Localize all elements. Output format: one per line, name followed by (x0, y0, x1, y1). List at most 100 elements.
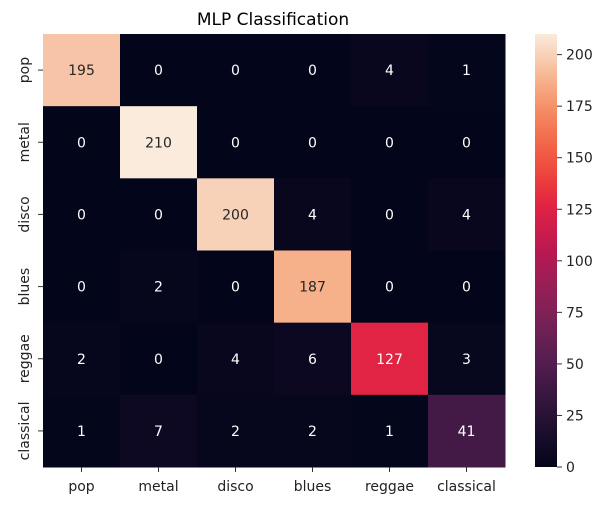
cell-value-label: 0 (308, 63, 317, 79)
cell-value-label: 4 (462, 207, 471, 223)
y-tick-label: reggae (17, 334, 33, 383)
heatmap-cell (120, 250, 198, 324)
colorbar-tick-label: 0 (566, 460, 575, 476)
y-tick-label: pop (17, 57, 33, 83)
y-tick-label: metal (17, 122, 33, 162)
heatmap-cell (43, 250, 121, 324)
x-tick-label: reggae (365, 479, 414, 495)
cell-value-label: 41 (458, 424, 476, 440)
heatmap-cell (351, 178, 429, 251)
heatmap-cell (120, 34, 198, 107)
chart-title: MLP Classification (197, 10, 349, 30)
heatmap-cell (274, 322, 352, 396)
heatmap-cell (197, 34, 275, 107)
colorbar-tick-label: 25 (566, 408, 584, 424)
colorbar-tick-label: 175 (566, 99, 593, 115)
heatmap-cell (428, 178, 506, 251)
x-tick-label: blues (294, 479, 332, 495)
colorbar-tick-label: 125 (566, 202, 593, 218)
heatmap-cell (43, 322, 121, 396)
cell-value-label: 0 (231, 63, 240, 79)
cell-value-label: 0 (77, 280, 86, 296)
colorbar-tick-label: 150 (566, 151, 593, 167)
heatmap-cell (428, 394, 506, 468)
cell-value-label: 0 (462, 280, 471, 296)
cell-value-label: 1 (77, 424, 86, 440)
heatmap-cell (428, 34, 506, 107)
y-tick-label: classical (17, 402, 33, 461)
heatmap-cell (351, 322, 429, 396)
cell-value-label: 2 (77, 352, 86, 368)
colorbar-tick-label: 75 (566, 305, 584, 321)
cell-value-label: 0 (462, 135, 471, 151)
heatmap-cell (43, 106, 121, 179)
heatmap-cell (197, 394, 275, 468)
cell-value-label: 0 (77, 207, 86, 223)
cell-value-label: 0 (77, 135, 86, 151)
heatmap-cell (274, 106, 352, 179)
heatmap-cell (351, 394, 429, 468)
cell-value-label: 0 (154, 352, 163, 368)
colorbar-tick-label: 100 (566, 254, 593, 270)
heatmap-cell (43, 178, 121, 251)
heatmap-cell (351, 34, 429, 107)
cell-value-label: 1 (462, 63, 471, 79)
heatmap-cell (274, 34, 352, 107)
cell-value-label: 4 (385, 63, 394, 79)
heatmap-cell (428, 106, 506, 179)
heatmap-cell (197, 106, 275, 179)
cell-value-label: 2 (308, 424, 317, 440)
x-tick-label: pop (68, 479, 94, 495)
cell-value-label: 0 (231, 280, 240, 296)
y-axis: pop metal disco blues reggae classical (17, 57, 43, 461)
heatmap-cell (120, 322, 198, 396)
cell-value-label: 3 (462, 352, 471, 368)
heatmap-cell (197, 178, 275, 251)
cell-value-label: 0 (154, 63, 163, 79)
cell-value-label: 7 (154, 424, 163, 440)
cell-value-label: 0 (154, 207, 163, 223)
heatmap-cell (120, 394, 198, 468)
cell-value-label: 4 (308, 207, 317, 223)
heatmap-cell (351, 106, 429, 179)
x-tick-label: disco (217, 479, 253, 495)
heatmap-cell (120, 106, 198, 179)
heatmap-cell (120, 178, 198, 251)
cell-value-label: 195 (68, 63, 95, 79)
x-tick-label: metal (138, 479, 178, 495)
heatmap-cell (428, 322, 506, 396)
heatmap-cell (43, 34, 121, 107)
cell-value-label: 0 (308, 135, 317, 151)
heatmap-cell (43, 394, 121, 468)
heatmap-cell (274, 394, 352, 468)
cell-value-label: 0 (385, 135, 394, 151)
cell-value-label: 0 (231, 135, 240, 151)
cell-value-label: 1 (385, 424, 394, 440)
cell-value-label: 6 (308, 352, 317, 368)
cell-value-label: 2 (231, 424, 240, 440)
cell-value-label: 4 (231, 352, 240, 368)
y-tick-label: blues (17, 268, 33, 306)
cell-value-label: 0 (385, 207, 394, 223)
heatmap-cell (351, 250, 429, 324)
cell-value-label: 2 (154, 280, 163, 296)
y-tick-label: disco (17, 196, 33, 232)
colorbar-tick-label: 50 (566, 357, 584, 373)
cell-value-label: 0 (385, 280, 394, 296)
x-tick-label: classical (437, 479, 496, 495)
heatmap-cell (274, 178, 352, 251)
cell-value-label: 187 (299, 280, 326, 296)
colorbar-gradient (535, 34, 557, 467)
heatmap-cell (197, 250, 275, 324)
heatmap-cell (274, 250, 352, 324)
cell-value-label: 210 (145, 135, 172, 151)
cell-value-label: 200 (222, 207, 249, 223)
x-axis: pop metal disco blues reggae classical (68, 467, 496, 495)
heatmap-cell (428, 250, 506, 324)
colorbar: 0 25 50 75 100 125 150 175 200 (535, 34, 593, 476)
colorbar-tick-label: 200 (566, 48, 593, 64)
heatmap-cell (197, 322, 275, 396)
cell-value-label: 127 (376, 352, 403, 368)
